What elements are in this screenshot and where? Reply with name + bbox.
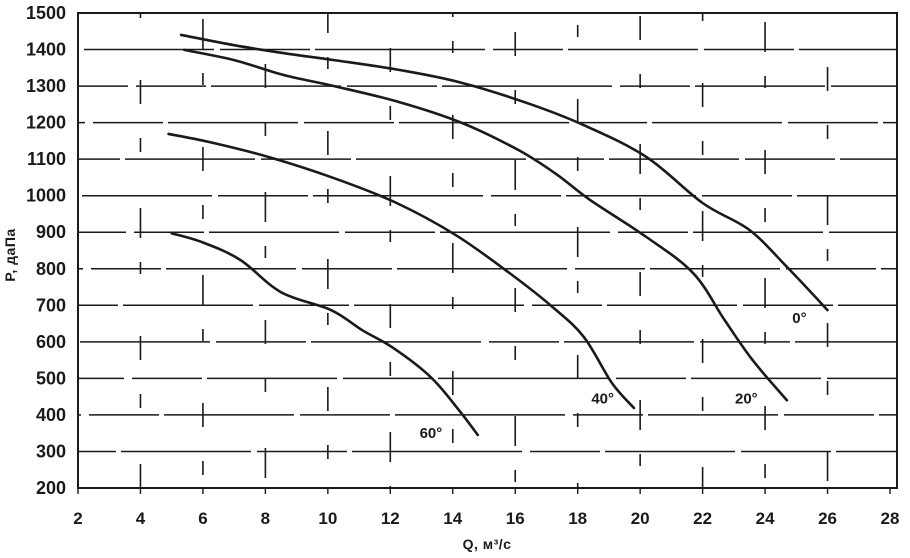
y-tick-label-600: 600 [36, 332, 66, 352]
curve-60deg [170, 232, 480, 437]
curve-label-20deg: 20° [735, 390, 758, 407]
x-tick-label-22: 22 [693, 509, 712, 528]
x-tick-label-2: 2 [73, 509, 82, 528]
x-tick-label-12: 12 [381, 509, 400, 528]
x-axis-title: Q, м³/с [462, 536, 512, 552]
y-tick-label-500: 500 [36, 368, 66, 388]
y-tick-label-1200: 1200 [26, 113, 66, 133]
y-tick-label-400: 400 [36, 405, 66, 425]
x-tick-label-18: 18 [568, 509, 587, 528]
y-tick-label-200: 200 [36, 478, 66, 498]
curve-label-60deg: 60° [420, 425, 443, 442]
curve-label-40deg: 40° [591, 390, 614, 407]
x-tick-label-6: 6 [198, 509, 207, 528]
x-tick-label-4: 4 [136, 509, 146, 528]
curve-20deg [182, 48, 789, 402]
y-tick-label-1400: 1400 [26, 40, 66, 60]
x-tick-label-26: 26 [818, 509, 837, 528]
x-tick-label-10: 10 [318, 509, 337, 528]
x-tick-label-14: 14 [443, 509, 462, 528]
y-tick-label-700: 700 [36, 295, 66, 315]
curve-label-0deg: 0° [792, 310, 806, 327]
curve-40deg [167, 132, 636, 410]
y-tick-label-800: 800 [36, 259, 66, 279]
x-tick-label-24: 24 [756, 509, 775, 528]
y-tick-label-1000: 1000 [26, 186, 66, 206]
x-tick-label-20: 20 [631, 509, 650, 528]
y-tick-label-1500: 1500 [26, 3, 66, 23]
y-tick-label-300: 300 [36, 441, 66, 461]
curve-0deg [179, 33, 829, 312]
plot-frame [77, 12, 898, 489]
y-axis-title: P, даПа [2, 228, 18, 282]
y-tick-label-1100: 1100 [27, 149, 66, 169]
x-tick-label-28: 28 [881, 509, 900, 528]
y-tick-label-1300: 1300 [26, 76, 66, 96]
x-tick-label-16: 16 [506, 509, 525, 528]
x-tick-label-8: 8 [261, 509, 270, 528]
y-tick-label-900: 900 [36, 222, 66, 242]
